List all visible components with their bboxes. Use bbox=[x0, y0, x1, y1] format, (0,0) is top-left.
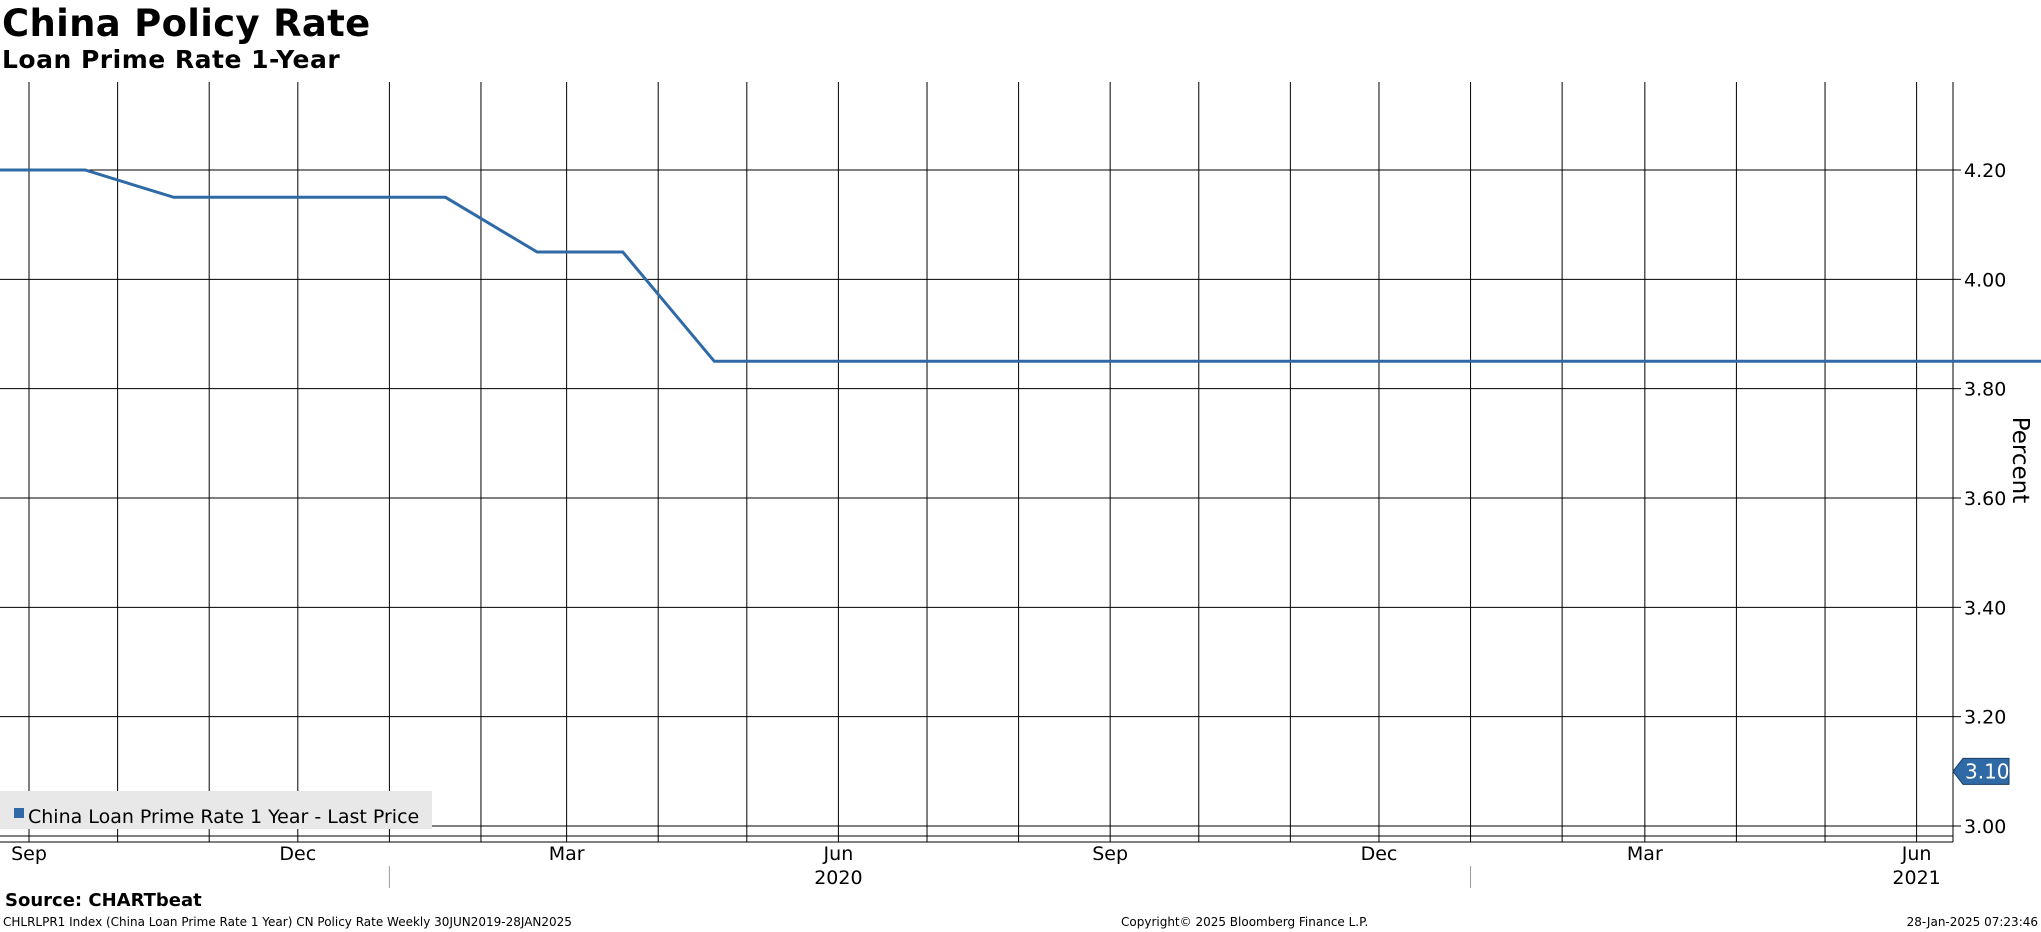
x-tick-label: Dec bbox=[1361, 843, 1398, 865]
y-tick-label: 3.60 bbox=[1964, 488, 2006, 510]
x-tick-label: Dec bbox=[279, 843, 316, 865]
series-line bbox=[0, 168, 2041, 363]
y-tick-label: 4.00 bbox=[1964, 269, 2006, 291]
y-tick-label: 4.20 bbox=[1964, 160, 2006, 182]
y-tick-label: 3.40 bbox=[1964, 597, 2006, 619]
legend-swatch bbox=[14, 808, 24, 818]
x-tick-label: Sep bbox=[1092, 843, 1128, 865]
y-tick-label: 3.00 bbox=[1964, 816, 2006, 838]
y-tick-label: 3.80 bbox=[1964, 379, 2006, 401]
x-tick-label: Mar bbox=[549, 843, 585, 865]
x-tick-label: Jun bbox=[1901, 843, 1932, 865]
y-axis-title: Percent bbox=[2007, 417, 2033, 504]
x-year-label: 2021 bbox=[1892, 867, 1940, 889]
x-tick-label: Mar bbox=[1627, 843, 1663, 865]
last-price-tag bbox=[1952, 757, 2010, 785]
footer-copyright: Copyright© 2025 Bloomberg Finance L.P. bbox=[1121, 915, 1369, 929]
chart-subtitle: Loan Prime Rate 1-Year bbox=[2, 45, 341, 74]
footer-timestamp: 28-Jan-2025 07:23:46 bbox=[1906, 915, 2038, 929]
last-price-label: 3.10 bbox=[1965, 759, 2010, 783]
x-tick-label: Sep bbox=[11, 843, 47, 865]
legend-background bbox=[0, 791, 432, 829]
x-tick-label: Jun bbox=[823, 843, 854, 865]
y-tick-label: 3.20 bbox=[1964, 707, 2006, 729]
legend-label: China Loan Prime Rate 1 Year - Last Pric… bbox=[28, 806, 419, 828]
chart-title: China Policy Rate bbox=[2, 2, 371, 45]
x-year-label: 2020 bbox=[814, 867, 862, 889]
source-label: Source: CHARTbeat bbox=[5, 890, 202, 911]
footer-ticker-description: CHLRLPR1 Index (China Loan Prime Rate 1 … bbox=[3, 915, 572, 929]
